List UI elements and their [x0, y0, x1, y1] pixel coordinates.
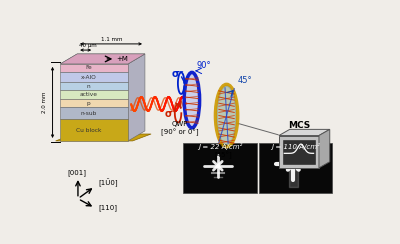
Text: 1.1 mm: 1.1 mm	[101, 37, 122, 42]
Polygon shape	[279, 135, 319, 168]
Text: 40 μm: 40 μm	[79, 43, 96, 48]
Text: active: active	[80, 92, 98, 97]
Text: [1Ű0]: [1Ű0]	[98, 178, 118, 187]
Text: n: n	[87, 84, 90, 89]
Polygon shape	[60, 54, 145, 64]
Ellipse shape	[185, 73, 199, 127]
Polygon shape	[60, 64, 128, 72]
Polygon shape	[60, 99, 128, 107]
Text: J = 110 A/cm²: J = 110 A/cm²	[271, 143, 320, 150]
Polygon shape	[60, 90, 128, 99]
Text: MCS: MCS	[288, 121, 310, 130]
Polygon shape	[319, 129, 330, 168]
Text: J = 22 A/cm²: J = 22 A/cm²	[198, 143, 242, 150]
Text: 45°: 45°	[237, 76, 252, 85]
Ellipse shape	[217, 86, 236, 145]
Polygon shape	[56, 134, 151, 141]
Ellipse shape	[216, 85, 237, 146]
Text: +M: +M	[117, 56, 129, 62]
Text: σ⁻: σ⁻	[172, 69, 185, 79]
Text: p: p	[87, 101, 90, 106]
Polygon shape	[279, 129, 330, 135]
Text: [110]: [110]	[98, 204, 117, 211]
Polygon shape	[60, 54, 145, 64]
Text: LP
[45°]: LP [45°]	[215, 144, 232, 159]
Text: [001]: [001]	[68, 169, 87, 176]
Polygon shape	[60, 72, 128, 82]
Text: 2.0 mm: 2.0 mm	[42, 92, 47, 113]
Polygon shape	[128, 54, 145, 141]
Text: σ⁺: σ⁺	[164, 109, 177, 119]
Polygon shape	[60, 107, 128, 119]
Text: n-sub: n-sub	[80, 111, 97, 116]
Polygon shape	[60, 82, 128, 90]
Text: Fe: Fe	[85, 65, 92, 70]
Text: x-AlO: x-AlO	[81, 74, 96, 80]
Polygon shape	[60, 119, 128, 141]
Polygon shape	[259, 143, 332, 193]
Text: 90°: 90°	[196, 61, 211, 70]
Text: Cu block: Cu block	[76, 128, 101, 133]
Polygon shape	[184, 143, 256, 193]
Text: QWP
[90° or 0°]: QWP [90° or 0°]	[161, 121, 198, 136]
Polygon shape	[283, 140, 315, 164]
